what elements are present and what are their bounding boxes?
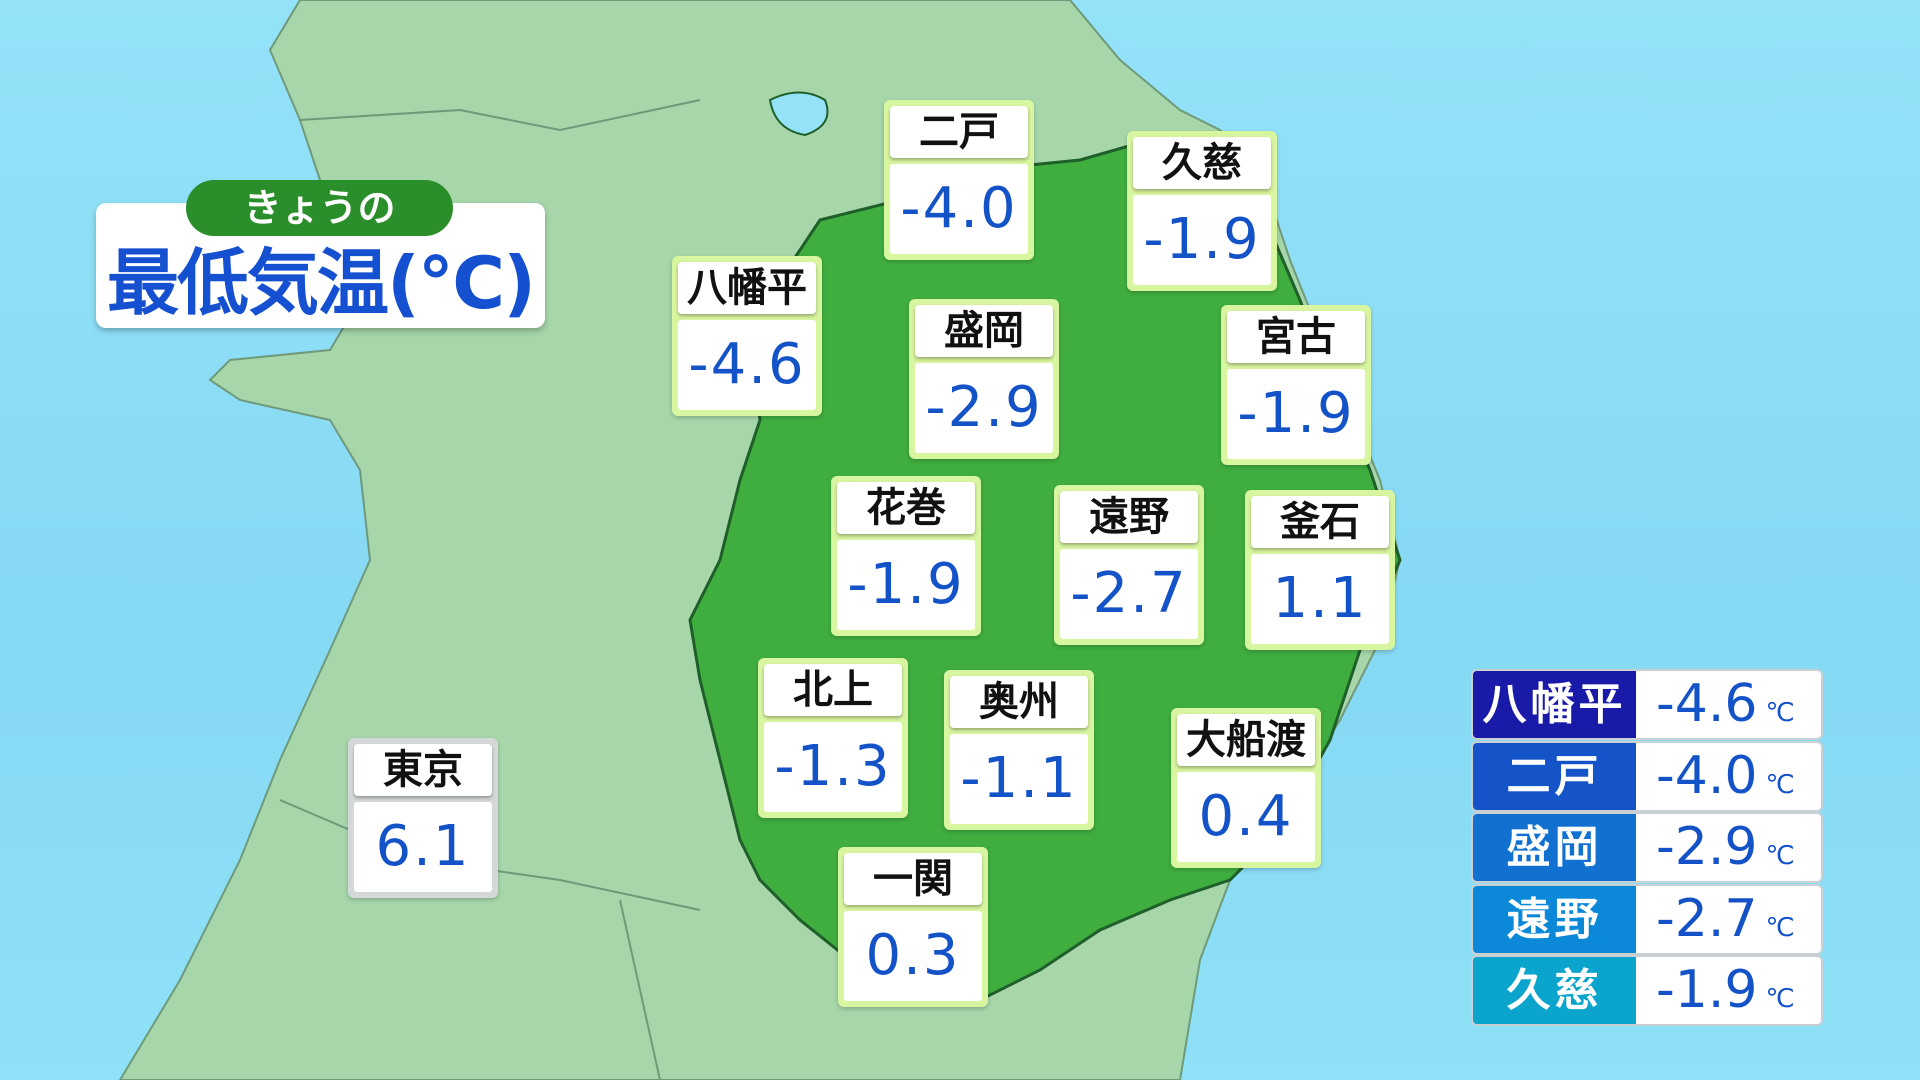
station-name: 花巻	[837, 482, 975, 534]
station-value: -1.9	[1133, 195, 1271, 285]
ranking-name: 久慈	[1473, 957, 1636, 1024]
ranking-name: 二戸	[1473, 742, 1636, 810]
station-miyako: 宮古 -1.9	[1221, 305, 1371, 465]
station-name: 東京	[354, 744, 492, 796]
station-value: -1.9	[1227, 369, 1365, 459]
ranking-name: 盛岡	[1473, 814, 1636, 881]
station-name: 釜石	[1251, 496, 1389, 548]
station-value: -1.1	[950, 734, 1088, 824]
station-hanamaki: 花巻 -1.9	[831, 476, 981, 636]
ranking-value-cell: -4.6 ℃	[1636, 671, 1821, 738]
ranking-value: -2.7	[1656, 888, 1758, 949]
station-hachimantai: 八幡平 -4.6	[672, 256, 822, 416]
title-pill: きょうの	[186, 180, 453, 236]
lake	[768, 91, 829, 137]
station-morioka: 盛岡 -2.9	[909, 299, 1059, 459]
station-name: 一関	[844, 853, 982, 905]
unit-label: ℃	[1765, 769, 1795, 800]
ranking-value-cell: -2.7 ℃	[1636, 885, 1821, 953]
station-kamaishi: 釜石 1.1	[1245, 490, 1395, 650]
ranking-value: -1.9	[1656, 960, 1758, 1020]
station-name: 二戸	[890, 106, 1028, 158]
station-value: -1.9	[837, 540, 975, 630]
station-kuji: 久慈 -1.9	[1127, 131, 1277, 291]
station-name: 宮古	[1227, 311, 1365, 363]
unit-label: ℃	[1765, 698, 1795, 728]
station-ichinoseki: 一関 0.3	[838, 847, 988, 1007]
ranking-row: 遠野 -2.7 ℃	[1473, 885, 1821, 953]
ranking-value-cell: -2.9 ℃	[1636, 814, 1821, 881]
page-title: 最低気温(℃)	[106, 241, 536, 325]
station-value: -1.3	[764, 722, 902, 812]
ranking-row: 盛岡 -2.9 ℃	[1473, 814, 1821, 881]
station-ninohe: 二戸 -4.0	[884, 100, 1034, 260]
station-name: 奥州	[950, 676, 1088, 728]
station-value: -2.7	[1060, 549, 1198, 639]
station-value: -4.0	[890, 164, 1028, 254]
ranking-value-cell: -4.0 ℃	[1636, 742, 1821, 810]
ranking-value: -2.9	[1656, 817, 1758, 877]
ranking-value: -4.6	[1656, 674, 1758, 734]
station-value: 1.1	[1251, 554, 1389, 644]
station-value: 0.4	[1177, 772, 1315, 862]
ranking-name: 八幡平	[1473, 671, 1636, 738]
unit-label: ℃	[1765, 912, 1795, 943]
unit-label: ℃	[1765, 984, 1795, 1014]
ranking-row: 久慈 -1.9 ℃	[1473, 957, 1821, 1024]
station-name: 大船渡	[1177, 714, 1315, 766]
ranking-name: 遠野	[1473, 885, 1636, 953]
ranking-value: -4.0	[1656, 745, 1758, 806]
station-name: 久慈	[1133, 137, 1271, 189]
station-value: -2.9	[915, 363, 1053, 453]
station-ofunato: 大船渡 0.4	[1171, 708, 1321, 868]
unit-label: ℃	[1765, 841, 1795, 871]
title-box: 最低気温(℃)	[96, 203, 545, 328]
station-name: 八幡平	[678, 262, 816, 314]
ranking-row: 八幡平 -4.6 ℃	[1473, 671, 1821, 738]
ranking-row: 二戸 -4.0 ℃	[1473, 742, 1821, 810]
station-value: -4.6	[678, 320, 816, 410]
ranking-value-cell: -1.9 ℃	[1636, 957, 1821, 1024]
station-kitakami: 北上 -1.3	[758, 658, 908, 818]
station-tono: 遠野 -2.7	[1054, 485, 1204, 645]
station-oshu: 奥州 -1.1	[944, 670, 1094, 830]
station-value: 0.3	[844, 911, 982, 1001]
station-value: 6.1	[354, 802, 492, 892]
station-name: 遠野	[1060, 491, 1198, 543]
station-name: 北上	[764, 664, 902, 716]
lowest-ranking-table: 八幡平 -4.6 ℃ 二戸 -4.0 ℃ 盛岡 -2.9 ℃ 遠野 -2.7 ℃ 久慈 -1.9 ℃	[1473, 671, 1821, 1029]
station-tokyo: 東京 6.1	[348, 738, 498, 898]
station-name: 盛岡	[915, 305, 1053, 357]
